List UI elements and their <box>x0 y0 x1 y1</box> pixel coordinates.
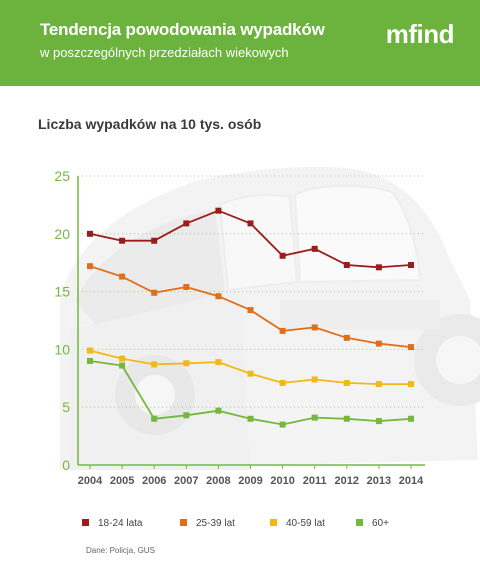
page-title: Tendencja powodowania wypadków <box>40 20 325 39</box>
data-point-60--2010 <box>279 421 286 428</box>
x-tick-label-2010: 2010 <box>270 475 294 487</box>
data-point-40-59-lat-2009 <box>247 370 254 377</box>
data-point-40-59-lat-2012 <box>343 379 350 386</box>
x-tick-label-2009: 2009 <box>238 475 262 487</box>
y-tick-label-0: 0 <box>62 457 70 473</box>
data-point-18-24-lata-2014 <box>408 262 414 269</box>
x-tick-label-2008: 2008 <box>206 475 230 487</box>
data-point-18-24-lata-2004 <box>87 230 93 237</box>
legend-swatch-18-24 <box>82 518 89 526</box>
chart-title: Liczba wypadków na 10 tys. osób <box>38 116 262 132</box>
data-point-60--2013 <box>375 418 382 425</box>
background-car-illustration <box>60 166 480 470</box>
legend-label-25-39: 25-39 lat <box>196 518 235 529</box>
legend-item-40-59: 40-59 lat <box>270 518 325 529</box>
data-point-40-59-lat-2005 <box>119 355 126 362</box>
legend-label-60-plus: 60+ <box>372 518 389 529</box>
legend: 18-24 lata 25-39 lat 40-59 lat 60+ <box>82 518 462 536</box>
legend-item-18-24: 18-24 lata <box>82 518 142 529</box>
data-point-60--2008 <box>215 407 222 414</box>
data-point-18-24-lata-2005 <box>119 237 126 244</box>
data-point-25-39-lat-2008 <box>215 293 222 300</box>
data-point-25-39-lat-2013 <box>375 340 382 347</box>
x-tick-label-2012: 2012 <box>335 475 359 487</box>
legend-item-25-39: 25-39 lat <box>180 518 235 529</box>
data-point-18-24-lata-2012 <box>343 262 350 269</box>
series-group <box>87 207 414 428</box>
data-point-25-39-lat-2009 <box>247 307 254 314</box>
source-note: Dane: Policja, GUS <box>86 546 155 555</box>
data-point-60--2004 <box>87 357 93 364</box>
data-point-25-39-lat-2004 <box>87 263 93 270</box>
y-tick-label-5: 5 <box>62 399 70 415</box>
data-point-40-59-lat-2011 <box>311 376 318 383</box>
legend-item-60-plus: 60+ <box>356 518 389 529</box>
data-point-60--2006 <box>151 415 158 422</box>
data-point-40-59-lat-2004 <box>87 347 93 354</box>
axes: 0 5 10 15 20 25 2004 2005 2006 2007 2008 2009 2010 20… <box>54 168 425 487</box>
legend-label-40-59: 40-59 lat <box>286 518 325 529</box>
legend-label-18-24: 18-24 lata <box>98 518 143 529</box>
data-point-60--2007 <box>183 412 190 419</box>
y-tick-label-25: 25 <box>54 168 70 184</box>
y-tick-label-20: 20 <box>54 226 70 242</box>
data-point-60--2005 <box>119 362 126 369</box>
y-tick-label-15: 15 <box>54 284 70 300</box>
data-point-18-24-lata-2010 <box>279 252 286 259</box>
data-point-40-59-lat-2008 <box>215 359 222 366</box>
y-tick-label-10: 10 <box>54 341 70 357</box>
data-point-25-39-lat-2012 <box>343 334 350 341</box>
data-point-60--2009 <box>247 415 254 422</box>
data-point-40-59-lat-2007 <box>183 360 190 367</box>
data-point-60--2011 <box>311 414 318 421</box>
data-point-25-39-lat-2007 <box>183 283 190 290</box>
data-point-18-24-lata-2006 <box>151 237 158 244</box>
data-point-18-24-lata-2007 <box>183 220 190 227</box>
data-point-25-39-lat-2014 <box>408 344 414 351</box>
data-point-60--2012 <box>343 415 350 422</box>
data-point-25-39-lat-2011 <box>311 324 318 331</box>
page-subtitle: w poszczególnych przedziałach wiekowych <box>40 45 289 60</box>
data-point-25-39-lat-2006 <box>151 289 158 296</box>
x-tick-label-2013: 2013 <box>367 475 391 487</box>
x-tick-label-2014: 2014 <box>399 475 424 487</box>
data-point-18-24-lata-2013 <box>375 264 382 271</box>
x-tick-label-2011: 2011 <box>303 475 327 487</box>
x-tick-label-2006: 2006 <box>142 475 166 487</box>
header-banner: Tendencja powodowania wypadków w poszcze… <box>0 0 480 86</box>
data-point-40-59-lat-2014 <box>408 381 414 388</box>
data-point-18-24-lata-2011 <box>311 245 318 252</box>
data-point-18-24-lata-2008 <box>215 207 222 214</box>
data-point-60--2014 <box>408 415 414 422</box>
data-point-25-39-lat-2010 <box>279 327 286 334</box>
data-point-40-59-lat-2010 <box>279 379 286 386</box>
x-tick-label-2004: 2004 <box>78 475 103 487</box>
data-point-18-24-lata-2009 <box>247 220 254 227</box>
legend-swatch-40-59 <box>270 518 277 526</box>
data-point-40-59-lat-2006 <box>151 361 158 368</box>
legend-swatch-25-39 <box>180 518 187 526</box>
x-tick-label-2005: 2005 <box>110 475 134 487</box>
data-point-25-39-lat-2005 <box>119 273 126 280</box>
mfind-logo: mfind <box>385 19 455 49</box>
legend-swatch-60-plus <box>356 518 363 526</box>
x-tick-label-2007: 2007 <box>174 475 198 487</box>
data-point-40-59-lat-2013 <box>375 381 382 388</box>
